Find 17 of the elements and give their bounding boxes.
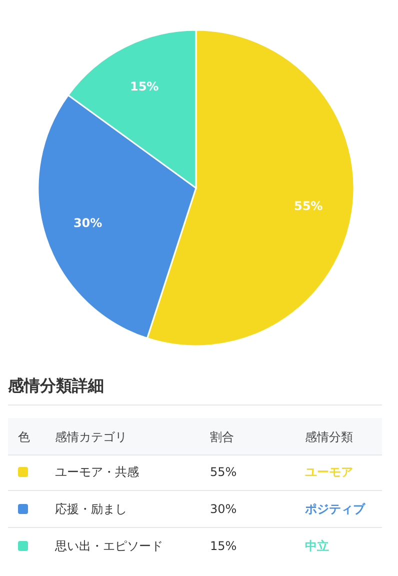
- text: ユーモア: [305, 465, 353, 479]
- text: 感情分類詳細: [7, 376, 104, 395]
- text: 30%: [210, 502, 237, 516]
- legend-label: 応援・励まし: [55, 502, 127, 516]
- text: 15%: [210, 539, 237, 553]
- text: 色: [18, 430, 30, 444]
- text: 55%: [210, 465, 237, 479]
- legend-label: 思い出・エピソード: [54, 539, 163, 553]
- text: 割合: [210, 430, 234, 444]
- legend-label: ユーモア・共感: [55, 465, 139, 479]
- text: 感情分類: [305, 430, 353, 444]
- data-label: 55%: [294, 198, 323, 213]
- text: 感情カテゴリ: [55, 430, 127, 444]
- text: 中立: [305, 539, 329, 553]
- data-label: 30%: [73, 216, 102, 230]
- data-label: 15%: [130, 80, 159, 94]
- text: ポジティブ: [304, 502, 366, 516]
